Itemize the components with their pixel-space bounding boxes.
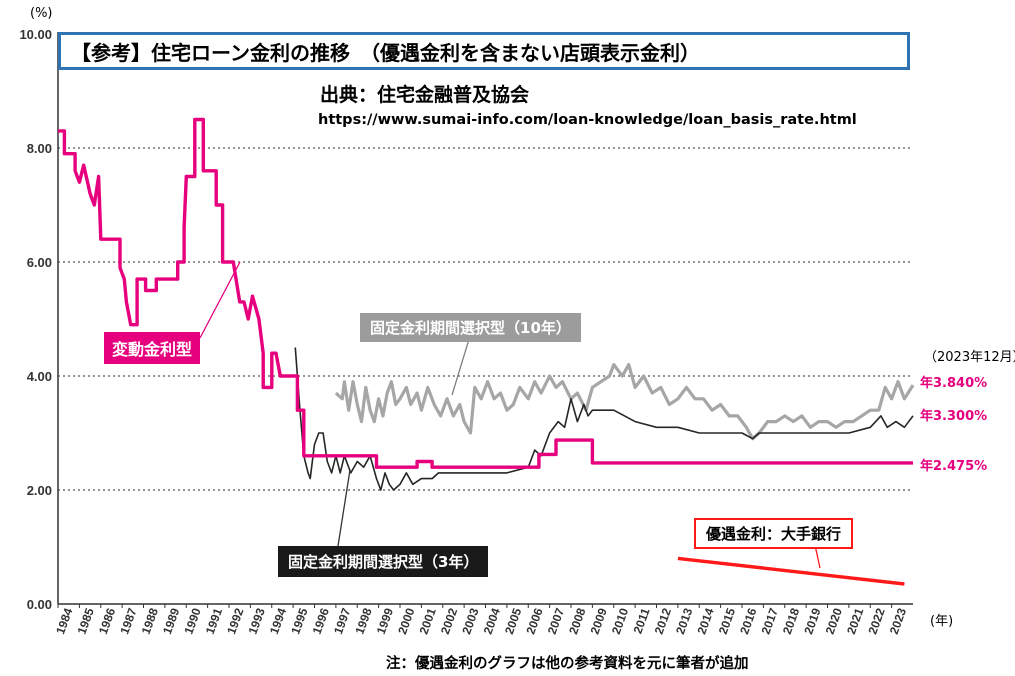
x-tick-label: 1996	[310, 606, 332, 636]
x-tick-label: 2006	[523, 606, 545, 636]
series-label-variable-rate: 変動金利型	[104, 332, 201, 364]
series-lines	[58, 117, 915, 586]
series-label-fixed-10yr: 固定金利期間選択型（10年）	[360, 313, 581, 342]
label-pointers	[199, 261, 821, 569]
y-tick-label: 4.00	[27, 369, 52, 384]
pointer-variable-rate	[199, 261, 241, 339]
x-tick-label: 2002	[438, 606, 460, 636]
x-tick-label: 2007	[545, 606, 567, 636]
footnote: 注：優遇金利のグラフは他の参考資料を元に筆者が追加	[386, 656, 749, 672]
x-tick-label: 2023	[887, 606, 909, 636]
series-line-2	[294, 347, 914, 491]
x-tick-label: 2019	[801, 606, 823, 636]
pointer-fixed-10yr	[451, 335, 471, 396]
x-tick-label: 2022	[865, 606, 887, 636]
series-line-1	[334, 363, 915, 441]
end-label-fixed-3yr: 年3.300%	[920, 409, 988, 424]
x-tick-label: 1994	[267, 606, 289, 636]
date-note: （2023年12月）	[924, 350, 1015, 365]
chart-title: 【参考】住宅ローン金利の推移 （優遇金利を含まない店頭表示金利）	[58, 32, 910, 70]
x-tick-label: 1998	[352, 606, 374, 636]
pointer-fixed-3yr	[337, 469, 351, 547]
y-axis-unit: (%)	[30, 6, 53, 21]
x-tick-label: 2016	[737, 606, 759, 636]
x-ticks: 1984 1985 1986 1987 1988 1989 1990 1991 1992 1993…	[53, 604, 909, 636]
x-tick-label: 1987	[117, 606, 139, 636]
x-tick-label: 1988	[139, 606, 161, 636]
x-tick-label: 2009	[588, 606, 610, 636]
y-tick-label: 2.00	[27, 483, 52, 498]
y-tick-label: 8.00	[27, 141, 52, 156]
y-tick-label: 10.00	[19, 27, 52, 42]
x-tick-label: 2008	[566, 606, 588, 636]
x-tick-label: 2020	[823, 606, 845, 636]
x-tick-label: 2001	[417, 606, 439, 636]
end-label-fixed-10yr: 年3.840%	[920, 376, 988, 391]
x-tick-label: 1992	[224, 606, 246, 636]
x-tick-label: 2012	[652, 606, 674, 636]
x-tick-label: 2013	[673, 606, 695, 636]
x-tick-label: 2004	[481, 606, 503, 636]
x-tick-label: 1990	[181, 606, 203, 636]
series-line-0	[58, 117, 913, 469]
x-tick-label: 1989	[160, 606, 182, 636]
chart-title-text: 【参考】住宅ローン金利の推移 （優遇金利を含まない店頭表示金利）	[71, 40, 700, 65]
x-tick-label: 2017	[759, 606, 781, 636]
x-tick-label: 2011	[631, 606, 653, 636]
y-ticks: 0.00 2.00 4.00 6.00 8.00 10.00	[19, 27, 52, 612]
x-tick-label: 2003	[459, 606, 481, 636]
y-tick-label: 0.00	[27, 597, 52, 612]
x-axis-unit: (年)	[930, 614, 954, 629]
x-tick-label: 2018	[780, 606, 802, 636]
x-tick-label: 1997	[331, 606, 353, 636]
x-tick-label: 2005	[502, 606, 524, 636]
x-tick-label: 1999	[374, 606, 396, 636]
y-tick-label: 6.00	[27, 255, 52, 270]
source-label: 出典：住宅金融普及協会	[320, 84, 530, 106]
x-tick-label: 1984	[53, 606, 75, 636]
series-label-preferential-rate: 優遇金利：大手銀行	[694, 518, 854, 549]
x-tick-label: 1985	[75, 606, 97, 636]
x-tick-label: 2014	[694, 606, 716, 636]
x-tick-label: 1991	[203, 606, 225, 636]
x-tick-label: 2015	[716, 606, 738, 636]
source-url: https://www.sumai-info.com/loan-knowledg…	[318, 112, 857, 128]
end-label-variable-rate: 年2.475%	[920, 459, 988, 474]
x-tick-label: 2010	[609, 606, 631, 636]
x-tick-label: 1986	[96, 606, 118, 636]
x-tick-label: 1993	[246, 606, 268, 636]
x-tick-label: 2021	[844, 606, 866, 636]
x-tick-label: 2000	[395, 606, 417, 636]
x-tick-label: 1995	[288, 606, 310, 636]
series-label-fixed-3yr: 固定金利期間選択型（3年）	[278, 546, 489, 577]
series-line-3	[677, 556, 905, 586]
